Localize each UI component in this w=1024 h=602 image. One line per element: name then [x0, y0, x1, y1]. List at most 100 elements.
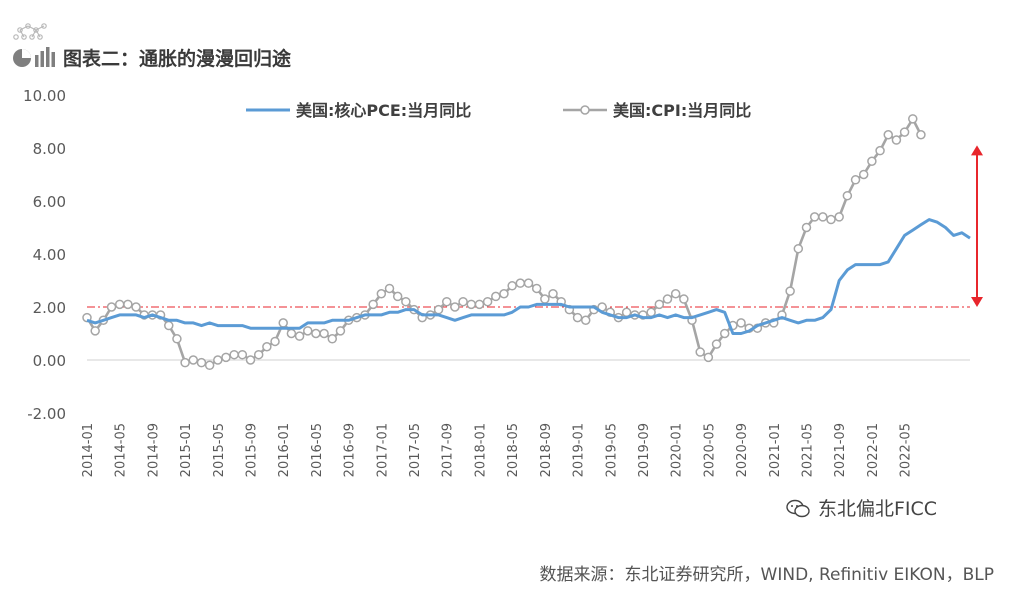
cpi-point — [662, 294, 673, 304]
cpi-point — [294, 331, 305, 341]
x-tick-label: 2020-05 — [702, 423, 717, 477]
cpi-point — [327, 334, 338, 344]
cpi-point — [278, 318, 288, 328]
watermark-text: 东北偏北FICC — [818, 498, 938, 520]
x-tick-label: 2019-05 — [604, 423, 619, 477]
cpi-point — [842, 190, 853, 201]
x-tick-label: 2018-05 — [506, 423, 521, 477]
cpi-point — [433, 304, 444, 315]
cpi-point — [818, 212, 828, 222]
cpi-point — [180, 357, 190, 368]
cpi-point — [270, 336, 280, 347]
x-tick-label: 2017-01 — [375, 423, 390, 477]
cpi-point — [213, 355, 223, 365]
x-tick-label: 2022-05 — [899, 423, 914, 477]
y-tick-label: 6.00 — [33, 193, 66, 211]
x-tick-label: 2021-05 — [800, 423, 815, 477]
cpi-point — [531, 283, 542, 294]
x-tick-label: 2015-05 — [212, 423, 227, 477]
x-tick-label: 2017-09 — [441, 423, 456, 477]
cpi-point — [540, 294, 550, 304]
cpi-point — [826, 214, 836, 225]
cpi-point — [785, 286, 795, 296]
cpi-point — [548, 289, 558, 299]
cpi-point — [221, 352, 231, 363]
cpi-point — [90, 326, 100, 336]
arrow-annotation — [971, 145, 983, 307]
cpi-point — [850, 175, 861, 185]
cpi-point — [286, 328, 297, 339]
x-tick-label: 2019-09 — [637, 423, 652, 477]
x-tick-label: 2017-05 — [408, 423, 423, 477]
y-tick-label: 8.00 — [33, 140, 66, 158]
cpi-point — [916, 130, 926, 140]
cpi-point — [482, 296, 493, 307]
cpi-point — [196, 357, 207, 368]
x-tick-label: 2015-01 — [179, 423, 194, 477]
cpi-point — [523, 278, 534, 288]
cpi-point — [335, 326, 346, 336]
series-layer — [82, 114, 971, 371]
y-tick-label: -2.00 — [27, 405, 66, 423]
cpi-point — [123, 299, 133, 310]
legend-cpi-label: 美国:CPI:当月同比 — [613, 101, 751, 120]
cpi-point — [392, 291, 403, 302]
cpi-point — [245, 355, 256, 365]
cpi-point — [654, 299, 665, 310]
cpi-point — [319, 328, 329, 339]
figure-header: 图表二：通胀的漫漫回归途 — [10, 22, 340, 78]
cpi-point — [809, 212, 820, 222]
x-tick-label: 2016-01 — [277, 423, 292, 477]
legend-pce-label: 美国:核心PCE:当月同比 — [296, 101, 471, 120]
cpi-point — [875, 145, 885, 156]
cpi-point — [384, 283, 395, 294]
cpi-point — [801, 222, 812, 233]
chart-logo-icon — [13, 23, 55, 67]
wechat-icon — [786, 499, 810, 518]
cpi-point — [515, 278, 526, 288]
cpi-point — [695, 347, 705, 357]
pce-series — [86, 218, 971, 335]
cpi-point — [867, 156, 877, 166]
cpi-point — [507, 281, 517, 291]
cpi-point — [679, 294, 689, 304]
x-tick-label: 2018-09 — [539, 423, 554, 477]
x-tick-label: 2019-01 — [572, 423, 587, 477]
x-tick-label: 2014-09 — [146, 423, 161, 477]
arrow-head-top — [971, 145, 983, 156]
cpi-point — [106, 302, 117, 312]
pce-series-line — [86, 218, 971, 335]
cpi-point — [458, 296, 468, 307]
cpi-point — [474, 299, 485, 310]
legend-cpi-marker — [580, 105, 590, 115]
x-tick-label: 2014-01 — [81, 423, 96, 477]
x-tick-label: 2021-09 — [833, 423, 848, 477]
cpi-point — [711, 339, 722, 349]
cpi-point — [368, 299, 378, 310]
cpi-point — [703, 352, 714, 363]
x-tick-label: 2020-09 — [735, 423, 750, 477]
x-tick-label: 2015-09 — [245, 423, 260, 477]
cpi-point — [572, 312, 583, 323]
x-tick-label: 2014-05 — [114, 423, 129, 477]
cpi-point — [376, 289, 387, 299]
cpi-point — [262, 342, 272, 352]
cpi-series-line — [85, 117, 923, 367]
cpi-point — [237, 349, 248, 360]
cpi-point — [441, 296, 452, 307]
cpi-point — [908, 114, 918, 124]
cpi-series — [82, 114, 926, 371]
arrow-head-bottom — [971, 297, 983, 307]
cpi-point — [670, 289, 681, 299]
x-tick-label: 2018-01 — [473, 423, 488, 477]
cpi-point — [131, 302, 141, 312]
cpi-point — [204, 360, 215, 371]
y-axis: 10.00 8.00 6.00 4.00 2.00 0.00 -2.00 — [23, 87, 66, 423]
cpi-point — [401, 296, 411, 307]
x-tick-label: 2022-01 — [866, 423, 881, 477]
y-tick-label: 4.00 — [33, 246, 66, 264]
x-tick-label: 2016-09 — [343, 423, 358, 477]
cpi-point — [466, 299, 477, 310]
cpi-point — [450, 302, 460, 312]
cpi-point — [164, 320, 174, 331]
